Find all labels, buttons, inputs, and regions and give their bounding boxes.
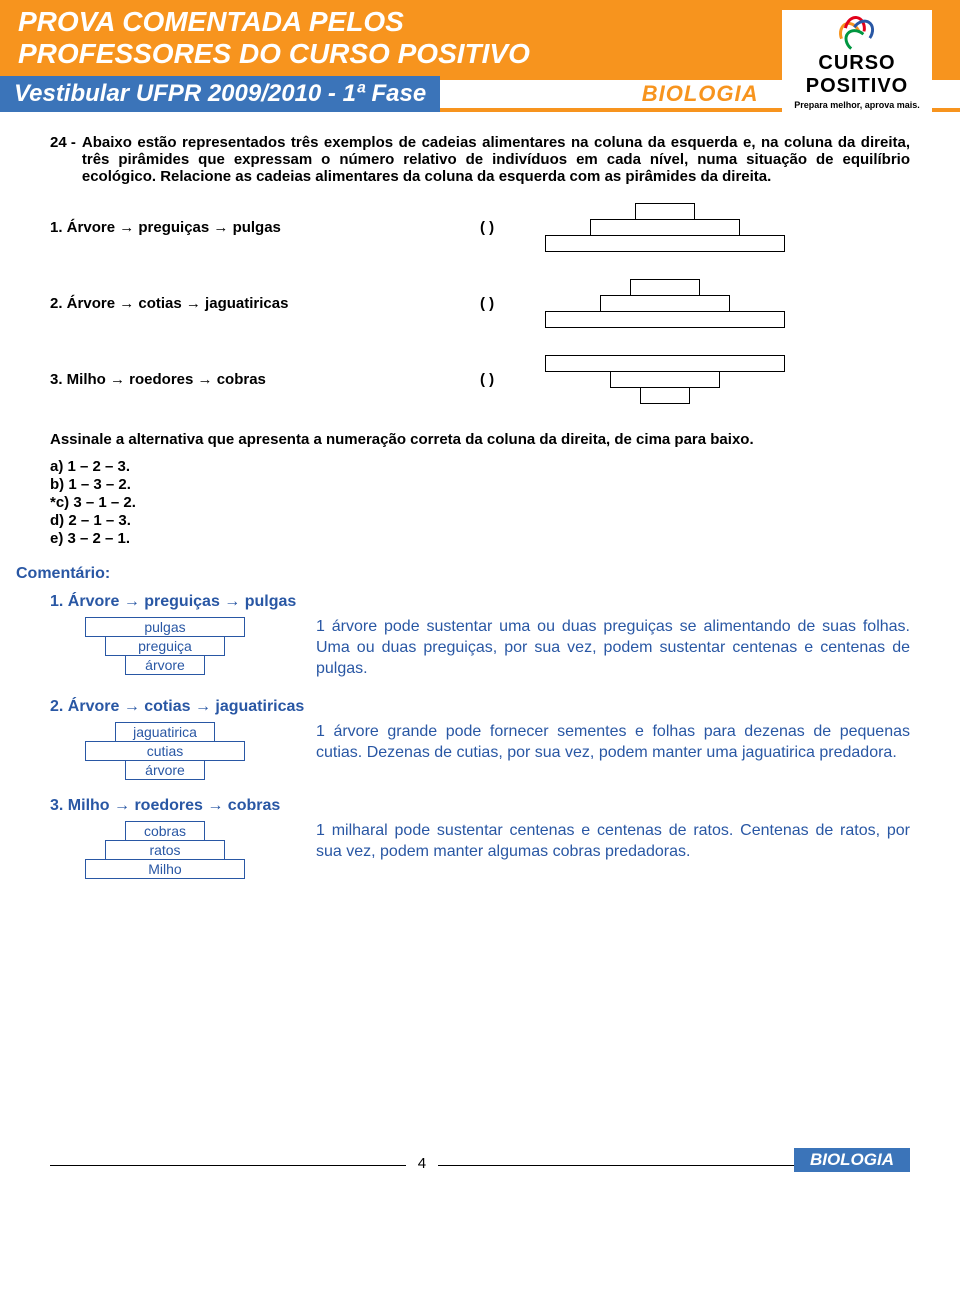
footer-rule-left [50,1165,406,1166]
subheader-blue: Vestibular UFPR 2009/2010 - 1ª Fase [0,76,440,112]
comment-pyramid: pulgaspreguiçaárvore [50,617,280,674]
logo-tagline: Prepara melhor, aprova mais. [786,100,928,110]
comment-pyramid: jaguatiricacutiasárvore [50,722,280,779]
option-item: b) 1 – 3 – 2. [50,476,910,493]
logo: CURSO POSITIVO Prepara melhor, aprova ma… [782,10,932,114]
pyramid-level [600,295,730,312]
comentario-area: 1. Árvore → preguiças → pulgas pulgaspreg… [50,593,910,877]
page: PROVA COMENTADA PELOS PROFESSORES DO CUR… [0,0,960,1190]
comment-block: 3. Milho → roedores → cobras cobrasratosM… [50,797,910,878]
comment-pyramid-level: árvore [125,760,205,780]
pyramid-level [640,387,690,404]
footer-page-number: 4 [406,1155,438,1172]
header-area: PROVA COMENTADA PELOS PROFESSORES DO CUR… [0,0,960,112]
logo-swirl-icon [835,14,879,50]
comment-chain-head: 3. Milho → roedores → cobras [50,797,910,815]
option-item: e) 3 – 2 – 1. [50,530,910,547]
logo-brand-line2: POSITIVO [786,75,928,98]
pyramid-level [545,311,785,328]
comment-pyramid-level: preguiça [105,636,225,656]
question-stem: 24 - Abaixo estão representados três exe… [50,134,910,187]
option-item: a) 1 – 2 – 3. [50,458,910,475]
pyramid-level [635,203,695,220]
comment-pyramid-level: jaguatirica [115,722,215,742]
pyramid-level [590,219,740,236]
pyramid-diagram [540,355,790,403]
comentario-label: Comentário: [16,565,910,583]
comment-pyramid: cobrasratosMilho [50,821,280,878]
chain-blank: ( ) [480,371,540,388]
pyramid-diagram [540,279,790,327]
chain-row: 3. Milho → roedores → cobras( ) [50,355,910,403]
chain-label: 2. Árvore → cotias → jaguatiricas [50,295,480,312]
pyramid-diagram [540,203,790,251]
comment-explanation: 1 árvore grande pode fornecer sementes e… [280,722,910,764]
pyramid-level [630,279,700,296]
comment-row: cobrasratosMilho1 milharal pode sustenta… [50,821,910,878]
subject-label: BIOLOGIA [642,81,759,107]
chain-row: 1. Árvore → preguiças → pulgas( ) [50,203,910,251]
comment-block: 2. Árvore → cotias → jaguatiricas jaguati… [50,698,910,779]
chain-label: 3. Milho → roedores → cobras [50,371,480,388]
comment-explanation: 1 milharal pode sustentar centenas e cen… [280,821,910,863]
comment-pyramid-level: Milho [85,859,245,879]
logo-brand-line1: CURSO [786,52,928,75]
option-item: d) 2 – 1 – 3. [50,512,910,529]
chain-label: 1. Árvore → preguiças → pulgas [50,219,480,236]
comment-pyramid-level: ratos [105,840,225,860]
food-chains-block: 1. Árvore → preguiças → pulgas( )2. Árvo… [50,203,910,403]
header-title-line2: PROFESSORES DO CURSO POSITIVO [18,38,530,69]
option-item: *c) 3 – 1 – 2. [50,494,910,511]
comment-explanation: 1 árvore pode sustentar uma ou duas preg… [280,617,910,679]
question-stem-text: Abaixo estão representados três exemplos… [82,134,910,185]
options-list: a) 1 – 2 – 3.b) 1 – 3 – 2.*c) 3 – 1 – 2.… [50,458,910,547]
pyramid-level [610,371,720,388]
comment-chain-head: 2. Árvore → cotias → jaguatiricas [50,698,910,716]
chain-blank: ( ) [480,295,540,312]
vestibular-label: Vestibular UFPR 2009/2010 - 1ª Fase [14,80,426,107]
comment-pyramid-level: cobras [125,821,205,841]
chain-blank: ( ) [480,219,540,236]
footer: 4 BIOLOGIA [0,1148,960,1190]
comment-pyramid-level: cutias [85,741,245,761]
header-title-line1: PROVA COMENTADA PELOS [18,6,404,37]
content-area: 24 - Abaixo estão representados três exe… [0,112,960,887]
footer-rule-right [438,1165,794,1166]
comment-pyramid-level: árvore [125,655,205,675]
comment-chain-head: 1. Árvore → preguiças → pulgas [50,593,910,611]
comment-pyramid-level: pulgas [85,617,245,637]
comment-row: jaguatiricacutiasárvore1 árvore grande p… [50,722,910,779]
pyramid-level [545,355,785,372]
question-instruction: Assinale a alternativa que apresenta a n… [50,431,910,448]
question-number: 24 - [50,134,76,187]
footer-subject-badge: BIOLOGIA [794,1148,910,1172]
pyramid-level [545,235,785,252]
comment-block: 1. Árvore → preguiças → pulgas pulgaspreg… [50,593,910,679]
chain-row: 2. Árvore → cotias → jaguatiricas( ) [50,279,910,327]
question-text: Abaixo estão representados três exemplos… [76,134,910,187]
comment-row: pulgaspreguiçaárvore1 árvore pode susten… [50,617,910,679]
